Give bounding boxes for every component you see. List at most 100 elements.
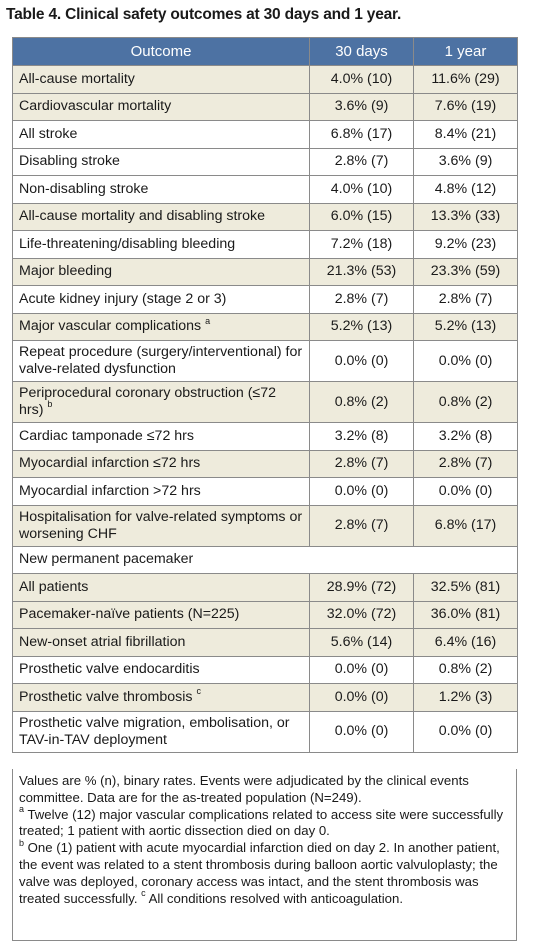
value-1-year: 13.3% (33) xyxy=(413,202,518,231)
outcome-cell: New-onset atrial fibrillation xyxy=(12,628,310,657)
value-30-days: 0.0% (0) xyxy=(309,683,414,712)
value-1-year: 3.2% (8) xyxy=(413,422,518,451)
safety-outcomes-table: Outcome 30 days 1 year All-cause mortali… xyxy=(12,37,518,753)
header-30-days: 30 days xyxy=(309,37,414,66)
value-30-days: 2.8% (7) xyxy=(309,147,414,176)
table-body: All-cause mortality 4.0% (10) 11.6% (29) Ca… xyxy=(12,65,518,753)
value-30-days: 3.2% (8) xyxy=(309,422,414,451)
outcome-label: Hospitalisation for valve-related sympto… xyxy=(19,508,303,542)
value-1-year: 0.8% (2) xyxy=(413,381,518,423)
outcome-cell: All-cause mortality and disabling stroke xyxy=(12,202,310,231)
table-row: All patients 28.9% (72) 32.5% (81) xyxy=(12,573,518,602)
outcome-cell: Cardiac tamponade ≤72 hrs xyxy=(12,422,310,451)
value-1-year: 11.6% (29) xyxy=(413,65,518,94)
outcome-cell: All stroke xyxy=(12,120,310,149)
table-title: Table 4. Clinical safety outcomes at 30 … xyxy=(6,6,402,23)
outcome-cell: Major vascular complications a xyxy=(12,312,310,341)
outcome-cell: Life-threatening/disabling bleeding xyxy=(12,230,310,259)
outcome-label: All stroke xyxy=(19,125,78,142)
value-1-year: 23.3% (59) xyxy=(413,257,518,286)
outcome-cell: Myocardial infarction >72 hrs xyxy=(12,477,310,506)
value-1-year: 32.5% (81) xyxy=(413,573,518,602)
footnote-b-text: One (1) patient with acute myocardial in… xyxy=(19,840,500,906)
table-row: Non-disabling stroke 4.0% (10) 4.8% (12) xyxy=(12,175,518,204)
table-row: Prosthetic valve migration, embolisation… xyxy=(12,710,518,753)
table-row: Myocardial infarction >72 hrs 0.0% (0) 0.0… xyxy=(12,477,518,506)
value-1-year: 0.0% (0) xyxy=(413,477,518,506)
value-30-days: 6.0% (15) xyxy=(309,202,414,231)
table-row: Prosthetic valve thrombosis c 0.0% (0) 1.2… xyxy=(12,683,518,712)
value-30-days: 6.8% (17) xyxy=(309,120,414,149)
outcome-cell: Prosthetic valve thrombosis c xyxy=(12,683,310,712)
table-row: Cardiac tamponade ≤72 hrs 3.2% (8) 3.2% (8… xyxy=(12,422,518,451)
outcome-label: Major vascular complications xyxy=(19,318,202,335)
table-row: Myocardial infarction ≤72 hrs 2.8% (7) 2.8… xyxy=(12,449,518,478)
value-30-days: 5.6% (14) xyxy=(309,628,414,657)
value-30-days: 5.2% (13) xyxy=(309,312,414,341)
table-row: New permanent pacemaker xyxy=(12,545,518,574)
footnote-a-text: Twelve (12) major vascular complications… xyxy=(19,806,504,839)
value-1-year: 9.2% (23) xyxy=(413,230,518,259)
table-row: Prosthetic valve endocarditis 0.0% (0) 0.8… xyxy=(12,655,518,684)
footnote-b-marker: b xyxy=(19,837,25,848)
value-30-days: 2.8% (7) xyxy=(309,449,414,478)
outcome-label: All patients xyxy=(19,578,89,595)
outcome-cell: Non-disabling stroke xyxy=(12,175,310,204)
outcome-cell: Repeat procedure (surgery/interventional… xyxy=(12,340,310,382)
table-row: All stroke 6.8% (17) 8.4% (21) xyxy=(12,120,518,149)
header-1-year: 1 year xyxy=(413,37,518,66)
outcome-label: Prosthetic valve thrombosis xyxy=(19,688,193,705)
table-row: Pacemaker-naïve patients (N=225) 32.0% (7… xyxy=(12,600,518,629)
outcome-label: Repeat procedure (surgery/interventional… xyxy=(19,344,303,377)
table-row: Major bleeding 21.3% (53) 23.3% (59) xyxy=(12,257,518,286)
outcome-label: All-cause mortality xyxy=(19,70,135,87)
table-row: Cardiovascular mortality 3.6% (9) 7.6% (19… xyxy=(12,92,518,121)
value-30-days: 0.0% (0) xyxy=(309,655,414,684)
table-row: Acute kidney injury (stage 2 or 3) 2.8% (… xyxy=(12,285,518,314)
outcome-label: Prosthetic valve endocarditis xyxy=(19,661,200,678)
outcome-label: Major bleeding xyxy=(19,263,113,280)
value-1-year: 6.8% (17) xyxy=(413,504,518,547)
outcome-label: All-cause mortality and disabling stroke xyxy=(19,208,266,225)
outcome-cell: Periprocedural coronary obstruction (≤72… xyxy=(12,381,310,423)
footnote-c-text: All conditions resolved with anticoagula… xyxy=(145,890,403,906)
value-30-days: 0.0% (0) xyxy=(309,340,414,382)
value-1-year: 4.8% (12) xyxy=(413,175,518,204)
outcome-label: New permanent pacemaker xyxy=(19,551,194,568)
footnote-a: a Twelve (12) major vascular complicatio… xyxy=(19,805,510,841)
value-30-days: 32.0% (72) xyxy=(309,600,414,629)
value-30-days: 7.2% (18) xyxy=(309,230,414,259)
table-row: Life-threatening/disabling bleeding 7.2% … xyxy=(12,230,518,259)
table-row: Major vascular complications a 5.2% (13) 5… xyxy=(12,312,518,341)
value-30-days: 2.8% (7) xyxy=(309,285,414,314)
table-footnotes: Values are % (n), binary rates. Events w… xyxy=(12,769,517,941)
outcome-cell: All patients xyxy=(12,573,310,602)
header-outcome: Outcome xyxy=(12,37,310,66)
table-row: Periprocedural coronary obstruction (≤72… xyxy=(12,381,518,423)
value-30-days: 21.3% (53) xyxy=(309,257,414,286)
value-1-year: 36.0% (81) xyxy=(413,600,518,629)
outcome-label: Myocardial infarction ≤72 hrs xyxy=(19,455,201,472)
outcome-cell: New permanent pacemaker xyxy=(12,545,518,574)
value-30-days: 0.0% (0) xyxy=(309,710,414,753)
value-1-year: 5.2% (13) xyxy=(413,312,518,341)
table-row: New-onset atrial fibrillation 5.6% (14) 6.… xyxy=(12,628,518,657)
value-30-days: 28.9% (72) xyxy=(309,573,414,602)
outcome-cell: Major bleeding xyxy=(12,257,310,286)
table-row: Disabling stroke 2.8% (7) 3.6% (9) xyxy=(12,147,518,176)
value-1-year: 7.6% (19) xyxy=(413,92,518,121)
outcome-label: Disabling stroke xyxy=(19,153,120,170)
outcome-cell: Prosthetic valve endocarditis xyxy=(12,655,310,684)
table-row: Repeat procedure (surgery/interventional… xyxy=(12,340,518,382)
outcome-cell: Hospitalisation for valve-related sympto… xyxy=(12,504,310,547)
outcome-cell: Cardiovascular mortality xyxy=(12,92,310,121)
outcome-label: Cardiac tamponade ≤72 hrs xyxy=(19,427,194,444)
table-header-row: Outcome 30 days 1 year xyxy=(12,37,518,66)
outcome-label: Non-disabling stroke xyxy=(19,180,149,197)
value-30-days: 3.6% (9) xyxy=(309,92,414,121)
table-row: Hospitalisation for valve-related sympto… xyxy=(12,504,518,547)
value-1-year: 2.8% (7) xyxy=(413,449,518,478)
footnote-marker: b xyxy=(47,399,53,410)
outcome-cell: Pacemaker-naïve patients (N=225) xyxy=(12,600,310,629)
table-row: All-cause mortality 4.0% (10) 11.6% (29) xyxy=(12,65,518,94)
